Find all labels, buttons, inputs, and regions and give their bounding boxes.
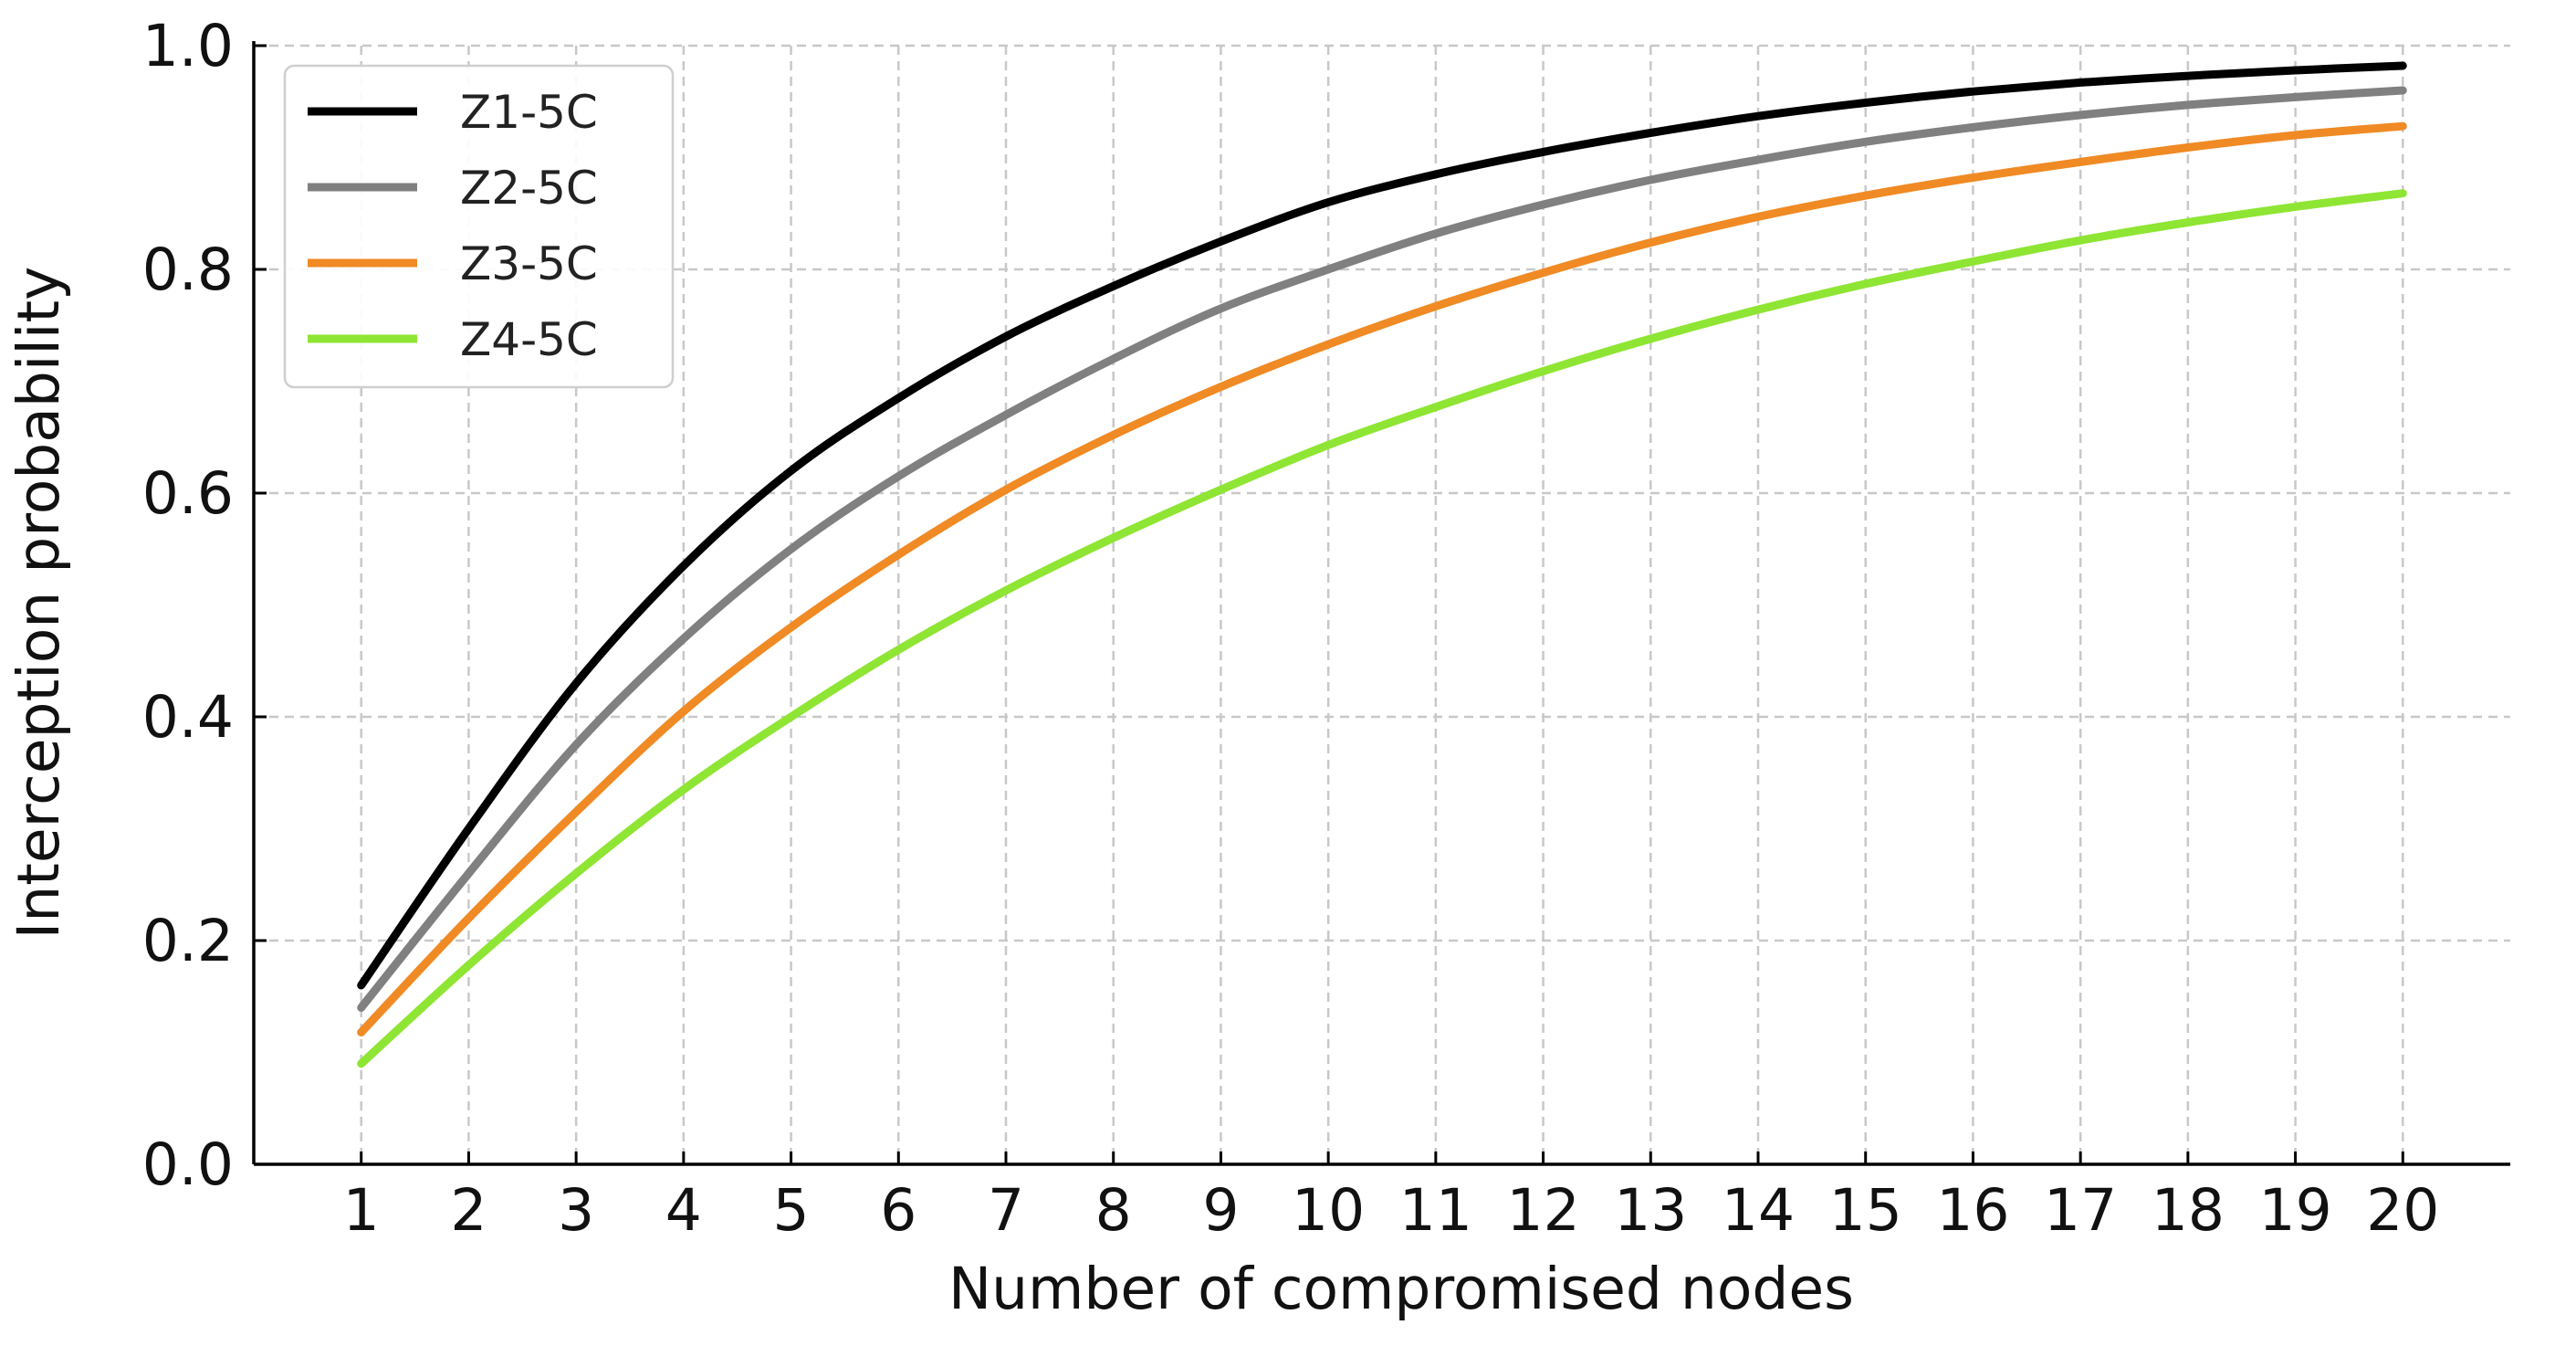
x-tick-label: 19 xyxy=(2258,1177,2331,1244)
legend-label-z4-5c: Z4-5C xyxy=(460,313,598,366)
y-tick-label: 1.0 xyxy=(142,13,234,79)
y-tick-label: 0.4 xyxy=(142,684,234,751)
x-tick-label: 6 xyxy=(880,1177,916,1244)
x-tick-label: 5 xyxy=(773,1177,810,1244)
axes: 1 2 3 4 5 6 7 8 9 10 11 12 13 14 15 16 17 18 19 200.00.20.4… xyxy=(142,13,2510,1244)
grid xyxy=(254,44,2510,1164)
legend: Z1-5C Z2-5C Z3-5C Z4-5C xyxy=(283,64,675,389)
x-tick-label: 13 xyxy=(1614,1177,1687,1244)
x-tick-label: 11 xyxy=(1399,1177,1472,1244)
x-tick-label: 20 xyxy=(2366,1177,2439,1244)
x-tick-label: 1 xyxy=(343,1177,380,1244)
x-tick-label: 7 xyxy=(988,1177,1024,1244)
y-tick-label: 0.2 xyxy=(142,908,234,974)
y-tick-label: 0.6 xyxy=(142,460,234,527)
x-tick-label: 14 xyxy=(1722,1177,1795,1244)
series-line-z4-5c xyxy=(357,189,2407,1068)
x-tick-label: 12 xyxy=(1506,1177,1579,1244)
x-tick-label: 17 xyxy=(2044,1177,2117,1244)
x-tick-label: 18 xyxy=(2152,1177,2225,1244)
x-tick-label: 3 xyxy=(558,1177,594,1244)
series-lines xyxy=(357,61,2407,1068)
x-tick-label: 10 xyxy=(1292,1177,1365,1244)
x-tick-label: 15 xyxy=(1829,1177,1902,1244)
series-line-z2-5c xyxy=(357,86,2407,1012)
y-tick-label: 0.8 xyxy=(142,237,234,303)
x-tick-label: 8 xyxy=(1095,1177,1132,1244)
x-axis-title: Number of compromised nodes xyxy=(948,1256,1854,1322)
legend-box xyxy=(283,64,675,389)
legend-label-z1-5c: Z1-5C xyxy=(460,86,598,139)
series-line-z1-5c xyxy=(357,61,2407,990)
x-tick-label: 9 xyxy=(1202,1177,1239,1244)
x-tick-label: 4 xyxy=(665,1177,702,1244)
y-axis-title: Interception probability xyxy=(5,267,72,940)
legend-label-z3-5c: Z3-5C xyxy=(460,237,598,290)
legend-label-z2-5c: Z2-5C xyxy=(460,162,598,215)
y-tick-label: 0.0 xyxy=(142,1131,234,1198)
x-tick-label: 2 xyxy=(450,1177,487,1244)
x-tick-label: 16 xyxy=(1936,1177,2009,1244)
series-line-z3-5c xyxy=(357,121,2407,1036)
